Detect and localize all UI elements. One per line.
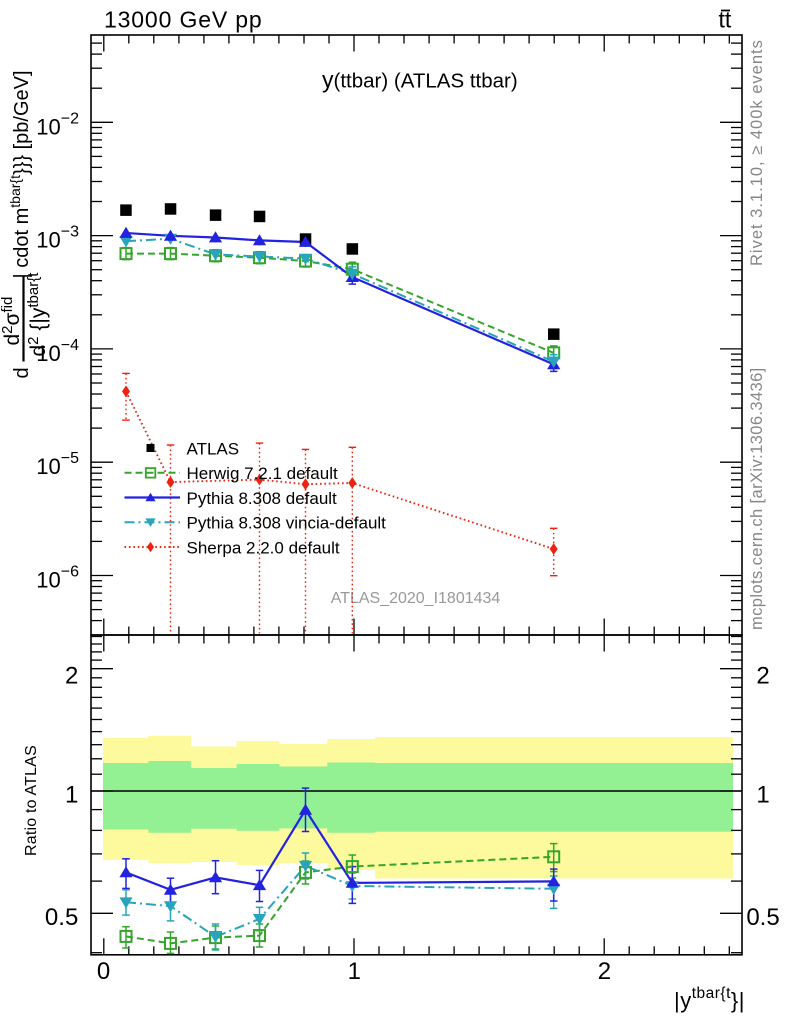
svg-text:1: 1 — [65, 782, 78, 809]
svg-text:2: 2 — [756, 663, 769, 690]
svg-text:y(ttbar) (ATLAS ttbar): y(ttbar) (ATLAS ttbar) — [322, 66, 518, 92]
svg-text:Ratio to ATLAS: Ratio to ATLAS — [23, 745, 40, 856]
svg-text:Sherpa 2.2.0 default: Sherpa 2.2.0 default — [187, 538, 340, 557]
svg-text:13000 GeV pp: 13000 GeV pp — [104, 7, 263, 33]
svg-text:d2σfid: d2σfid — [0, 297, 24, 346]
svg-text:Rivet 3.1.10, ≥ 400k events: Rivet 3.1.10, ≥ 400k events — [748, 39, 766, 266]
svg-text:1: 1 — [348, 958, 361, 985]
svg-text:0.5: 0.5 — [45, 904, 78, 931]
svg-text:2: 2 — [65, 663, 78, 690]
svg-text:1: 1 — [756, 782, 769, 809]
svg-text:Pythia 8.308 default: Pythia 8.308 default — [187, 489, 338, 508]
svg-text:| cdot mtbar{t}}} [pb/GeV]: | cdot mtbar{t}}} [pb/GeV] — [7, 70, 33, 278]
svg-text:0.5: 0.5 — [746, 904, 779, 931]
svg-text:0: 0 — [97, 958, 110, 985]
svg-text:|ytbar{t}|: |ytbar{t}| — [674, 985, 745, 1013]
svg-text:tt: tt — [719, 7, 732, 33]
svg-text:2: 2 — [598, 958, 611, 985]
svg-text:Pythia 8.308 vincia-default: Pythia 8.308 vincia-default — [187, 514, 387, 533]
svg-text:10−5: 10−5 — [36, 450, 79, 479]
svg-text:mcplots.cern.ch [arXiv:1306.34: mcplots.cern.ch [arXiv:1306.3436] — [748, 367, 766, 630]
svg-text:Herwig 7.2.1 default: Herwig 7.2.1 default — [187, 464, 338, 483]
svg-text:d: d — [11, 367, 33, 378]
svg-text:10−2: 10−2 — [36, 110, 79, 139]
svg-text:ATLAS: ATLAS — [187, 439, 240, 458]
svg-text:ATLAS_2020_I1801434: ATLAS_2020_I1801434 — [331, 590, 501, 607]
